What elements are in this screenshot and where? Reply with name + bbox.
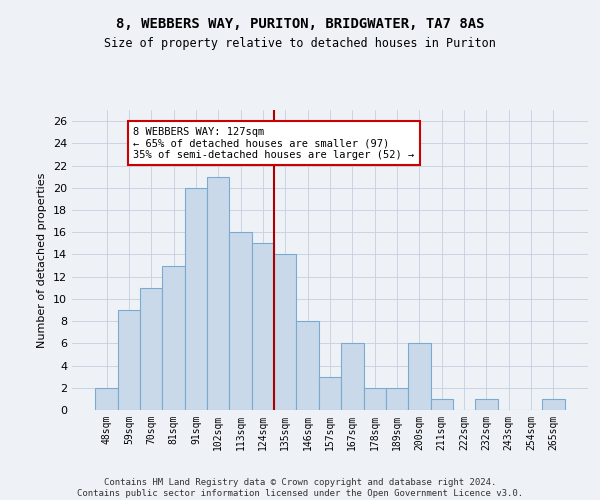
Bar [274, 254, 296, 410]
Y-axis label: Number of detached properties: Number of detached properties [37, 172, 47, 348]
Bar [140, 288, 163, 410]
Bar [341, 344, 364, 410]
Bar [95, 388, 118, 410]
Text: Contains HM Land Registry data © Crown copyright and database right 2024.
Contai: Contains HM Land Registry data © Crown c… [77, 478, 523, 498]
Text: 8, WEBBERS WAY, PURITON, BRIDGWATER, TA7 8AS: 8, WEBBERS WAY, PURITON, BRIDGWATER, TA7… [116, 18, 484, 32]
Bar [229, 232, 252, 410]
Bar [431, 399, 453, 410]
Bar [118, 310, 140, 410]
Bar [252, 244, 274, 410]
Bar [185, 188, 207, 410]
Bar [319, 376, 341, 410]
Bar [207, 176, 229, 410]
Bar [163, 266, 185, 410]
Text: 8 WEBBERS WAY: 127sqm
← 65% of detached houses are smaller (97)
35% of semi-deta: 8 WEBBERS WAY: 127sqm ← 65% of detached … [133, 126, 415, 160]
Bar [408, 344, 431, 410]
Text: Size of property relative to detached houses in Puriton: Size of property relative to detached ho… [104, 38, 496, 51]
Bar [542, 399, 565, 410]
Bar [364, 388, 386, 410]
Bar [475, 399, 497, 410]
Bar [386, 388, 408, 410]
Bar [296, 321, 319, 410]
